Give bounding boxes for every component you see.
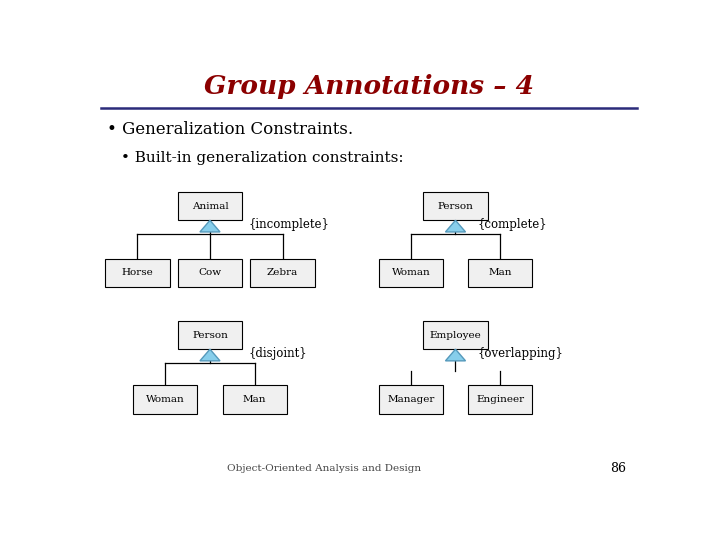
Text: Animal: Animal (192, 201, 228, 211)
Text: 86: 86 (610, 462, 626, 475)
Text: Horse: Horse (122, 268, 153, 277)
FancyBboxPatch shape (379, 259, 443, 287)
FancyBboxPatch shape (133, 386, 197, 414)
FancyBboxPatch shape (423, 192, 487, 220)
Text: Employee: Employee (430, 330, 482, 340)
FancyBboxPatch shape (423, 321, 487, 349)
Text: Manager: Manager (387, 395, 435, 404)
Text: Object-Oriented Analysis and Design: Object-Oriented Analysis and Design (228, 464, 421, 474)
FancyBboxPatch shape (251, 259, 315, 287)
Text: Man: Man (488, 268, 512, 277)
Text: • Generalization Constraints.: • Generalization Constraints. (107, 121, 353, 138)
Polygon shape (200, 349, 220, 361)
Text: {overlapping}: {overlapping} (478, 347, 564, 360)
Text: Zebra: Zebra (267, 268, 298, 277)
FancyBboxPatch shape (468, 386, 532, 414)
Text: • Built-in generalization constraints:: • Built-in generalization constraints: (121, 151, 403, 165)
Polygon shape (446, 220, 466, 232)
Polygon shape (446, 349, 466, 361)
Text: Woman: Woman (146, 395, 185, 404)
Text: Group Annotations – 4: Group Annotations – 4 (204, 74, 534, 99)
FancyBboxPatch shape (222, 386, 287, 414)
Text: {complete}: {complete} (478, 218, 547, 231)
FancyBboxPatch shape (178, 192, 242, 220)
Text: Person: Person (192, 330, 228, 340)
Text: Person: Person (438, 201, 474, 211)
Text: {disjoint}: {disjoint} (249, 347, 307, 360)
Polygon shape (200, 220, 220, 232)
FancyBboxPatch shape (105, 259, 169, 287)
Text: {incomplete}: {incomplete} (249, 218, 330, 231)
FancyBboxPatch shape (178, 321, 242, 349)
Text: Engineer: Engineer (476, 395, 524, 404)
Text: Cow: Cow (199, 268, 222, 277)
FancyBboxPatch shape (468, 259, 532, 287)
Text: Woman: Woman (392, 268, 431, 277)
FancyBboxPatch shape (178, 259, 242, 287)
FancyBboxPatch shape (379, 386, 443, 414)
Text: Man: Man (243, 395, 266, 404)
